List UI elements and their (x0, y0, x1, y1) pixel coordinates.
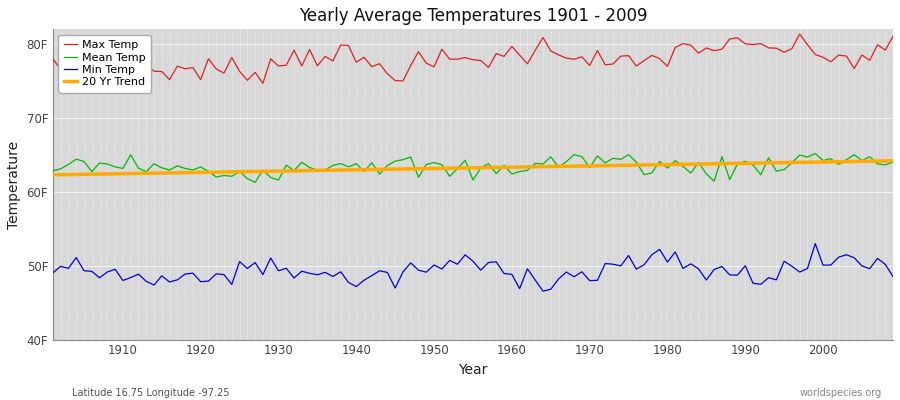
Min Temp (499, 271, 509, 276)
Line: Max Temp: Max Temp (53, 34, 893, 83)
Mean Temp (110, 164, 121, 169)
Mean Temp (289, 168, 300, 173)
Max Temp (795, 32, 806, 36)
Y-axis label: Temperature: Temperature (7, 140, 21, 228)
Min Temp (608, 262, 618, 267)
20 Yr Trend (48, 172, 58, 177)
Mean Temp (249, 180, 260, 185)
20 Yr Trend (599, 163, 610, 168)
Min Temp (507, 272, 517, 277)
Min Temp (537, 289, 548, 294)
Min Temp (281, 266, 292, 271)
Min Temp (110, 267, 121, 272)
Min Temp (48, 270, 58, 275)
20 Yr Trend (328, 168, 338, 172)
Text: worldspecies.org: worldspecies.org (800, 388, 882, 398)
Max Temp (257, 81, 268, 86)
Max Temp (336, 43, 346, 48)
Mean Temp (336, 161, 346, 166)
Mean Temp (514, 169, 525, 174)
20 Yr Trend (281, 168, 292, 173)
20 Yr Trend (507, 165, 517, 170)
Max Temp (289, 48, 300, 53)
Mean Temp (507, 172, 517, 176)
Title: Yearly Average Temperatures 1901 - 2009: Yearly Average Temperatures 1901 - 2009 (299, 7, 647, 25)
Min Temp (810, 241, 821, 246)
20 Yr Trend (887, 158, 898, 163)
Max Temp (887, 34, 898, 39)
Mean Temp (608, 156, 618, 161)
Line: 20 Yr Trend: 20 Yr Trend (53, 161, 893, 175)
Line: Min Temp: Min Temp (53, 244, 893, 291)
Max Temp (48, 56, 58, 61)
Max Temp (507, 44, 517, 49)
Min Temp (328, 274, 338, 279)
Max Temp (608, 62, 618, 66)
Mean Temp (810, 151, 821, 156)
Min Temp (887, 274, 898, 279)
20 Yr Trend (499, 165, 509, 170)
Line: Mean Temp: Mean Temp (53, 154, 893, 182)
Max Temp (110, 52, 121, 57)
X-axis label: Year: Year (458, 363, 488, 377)
Text: Latitude 16.75 Longitude -97.25: Latitude 16.75 Longitude -97.25 (72, 388, 230, 398)
Max Temp (514, 53, 525, 58)
20 Yr Trend (110, 172, 121, 176)
Legend: Max Temp, Mean Temp, Min Temp, 20 Yr Trend: Max Temp, Mean Temp, Min Temp, 20 Yr Tre… (58, 35, 151, 93)
Mean Temp (887, 160, 898, 164)
Mean Temp (48, 168, 58, 173)
